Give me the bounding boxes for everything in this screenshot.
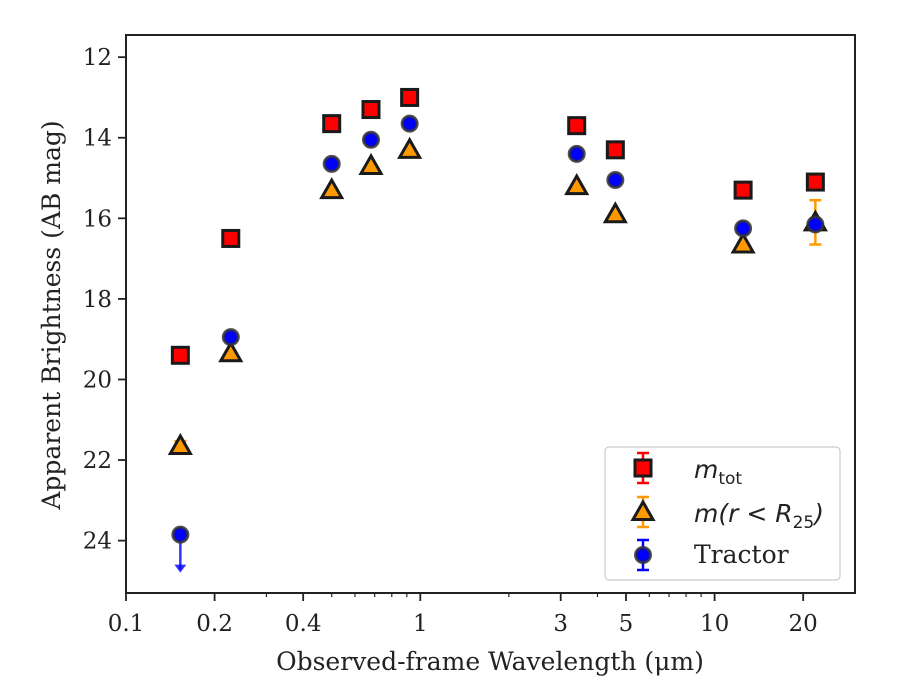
x-tick-label: 3 (553, 611, 568, 637)
data-point (567, 144, 586, 163)
data-point (564, 173, 590, 196)
upper-limit-arrowhead (174, 564, 187, 573)
plot-frame (125, 34, 856, 594)
data-point (397, 136, 423, 159)
data-point (806, 215, 825, 234)
data-point (362, 130, 381, 149)
data-point (358, 152, 384, 175)
data-point (221, 228, 241, 248)
data-point (171, 525, 190, 544)
plot-border (125, 34, 856, 594)
series-circle (171, 114, 825, 573)
y-tick-label: 14 (83, 126, 112, 152)
y-tick-label: 16 (83, 206, 112, 232)
x-tick-label: 0.1 (108, 611, 145, 637)
y-tick-label: 22 (83, 448, 112, 474)
data-point (400, 114, 419, 133)
data-point (218, 340, 244, 363)
legend-marker-square (633, 458, 653, 478)
legend-label-mtot: mtot (694, 455, 742, 489)
legend-markers (630, 451, 656, 572)
x-tick-label: 1 (413, 611, 428, 637)
legend-marker-circle (634, 546, 652, 564)
data-point (167, 432, 193, 455)
x-tick-label: 10 (700, 611, 729, 637)
data-point (733, 180, 753, 200)
data-point (319, 177, 345, 200)
data-point (567, 116, 587, 136)
y-tick-label: 18 (83, 287, 112, 313)
x-tick-label: 20 (789, 611, 818, 637)
data-point (730, 231, 756, 254)
data-point (170, 345, 190, 365)
y-tick-label: 20 (83, 367, 112, 393)
x-axis: 0.1 0.2 0.4 1 3 5 10 20 (108, 593, 818, 637)
legend-label-m-r25: m(r < R25) (694, 499, 824, 533)
y-axis: 12 14 16 18 20 22 24 (83, 45, 126, 555)
data-point (605, 140, 625, 160)
legend-label-tractor: Tractor (694, 540, 789, 569)
legend-marker-triangle (630, 498, 656, 521)
y-tick-label: 24 (83, 529, 112, 555)
legend: mtot m(r < R25) Tractor (604, 446, 841, 581)
legend-box (604, 446, 841, 581)
y-tick-label: 12 (83, 45, 112, 71)
series-triangle (167, 136, 828, 455)
y-axis-label: Apparent Brightness (AB mag) (37, 120, 66, 510)
x-tick-label: 0.4 (285, 611, 322, 637)
x-axis-label: Observed-frame Wavelength (μm) (276, 647, 704, 676)
x-tick-label: 5 (619, 611, 634, 637)
data-point (734, 219, 753, 238)
data-point (400, 87, 420, 107)
series-square (170, 87, 825, 365)
data-point (221, 328, 240, 347)
data-point (322, 114, 342, 134)
x-tick-label: 0.2 (196, 611, 233, 637)
data-point (602, 201, 628, 224)
data-point (361, 100, 381, 120)
data-marks (167, 87, 828, 573)
data-point (606, 171, 625, 190)
data-point (322, 154, 341, 173)
data-point (805, 172, 825, 192)
